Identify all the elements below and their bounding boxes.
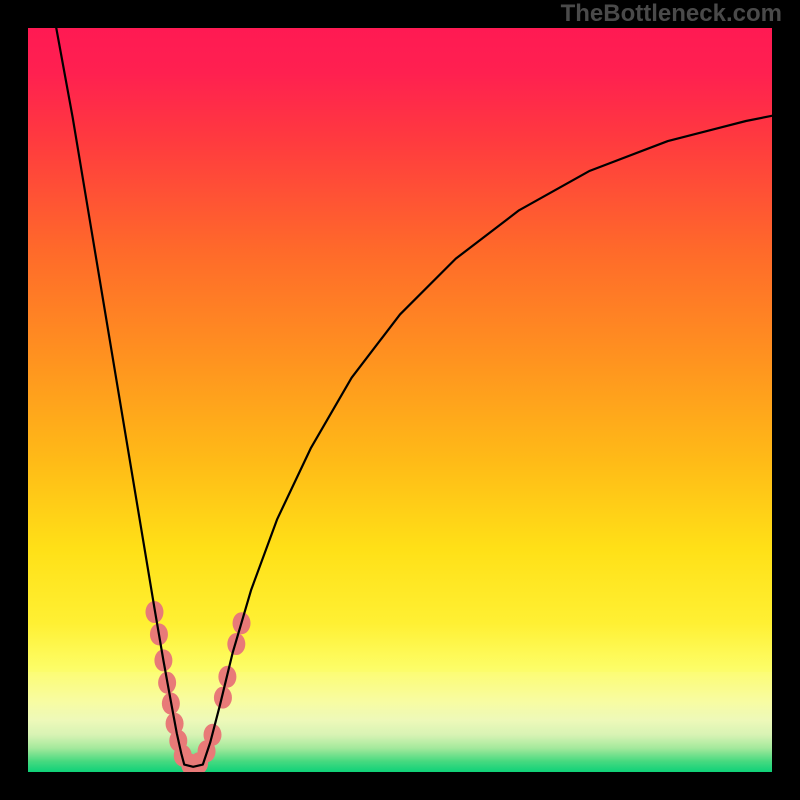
chart-root: TheBottleneck.com bbox=[0, 0, 800, 800]
watermark-text: TheBottleneck.com bbox=[561, 0, 782, 28]
curve-layer bbox=[0, 0, 800, 800]
bottleneck-curve bbox=[56, 28, 772, 767]
